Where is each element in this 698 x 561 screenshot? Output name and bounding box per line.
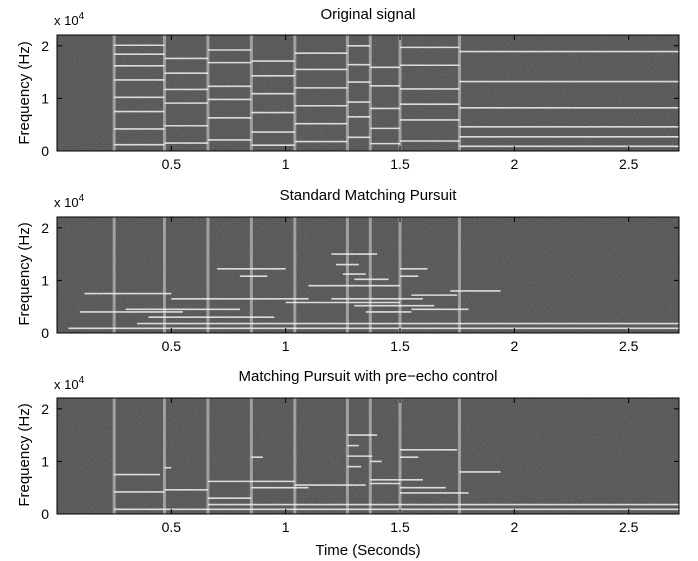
- y-multiplier: x 104: [54, 375, 85, 392]
- onset-column: [112, 217, 116, 333]
- panel-mp-pre-echo-control: Matching Pursuit with pre−echo control x…: [16, 368, 680, 559]
- y-multiplier: x 104: [54, 11, 85, 28]
- spectrogram-plot-standard-mp: 0.5 1 1.5 2 2.5 0 1 2: [41, 216, 680, 354]
- onset-column: [398, 217, 402, 333]
- x-tick-label: 1: [282, 519, 290, 535]
- onset-column: [249, 217, 253, 333]
- noise-texture: [57, 35, 679, 151]
- x-tick-label: 0.5: [162, 519, 182, 535]
- y-tick-label: 1: [41, 90, 49, 106]
- axes-frame: [56, 397, 680, 515]
- noise-texture: [57, 217, 679, 333]
- onset-column: [345, 217, 349, 333]
- y-axis-label: Frequency (Hz): [16, 41, 33, 144]
- onset-column: [162, 35, 166, 151]
- y-tick-label: 0: [41, 506, 49, 522]
- x-tick-label: 1.5: [390, 156, 410, 172]
- y-tick-label: 2: [41, 220, 49, 236]
- y-tick-label: 2: [41, 38, 49, 54]
- panel-title: Standard Matching Pursuit: [280, 187, 458, 204]
- onset-column: [206, 217, 210, 333]
- panel-title: Original signal: [320, 6, 415, 23]
- onset-column: [368, 35, 372, 151]
- x-tick-label: 2.5: [619, 519, 639, 535]
- onset-column: [457, 217, 461, 333]
- onset-column: [398, 398, 402, 514]
- spectrogram-plot-original: 0.5 1 1.5 2 2.5 0 1 2: [41, 34, 680, 172]
- y-tick-label: 2: [41, 401, 49, 417]
- onset-column: [162, 398, 166, 514]
- spectrogram-plot-pre-echo-mp: 0.5 1 1.5 2 2.5 0 1 2: [41, 397, 680, 535]
- panel-original-signal: Original signal x 104 Frequency (Hz) 0.5…: [16, 6, 680, 172]
- y-axis-label: Frequency (Hz): [16, 403, 33, 506]
- y-tick-label: 0: [41, 143, 49, 159]
- x-tick-label: 1.5: [390, 519, 410, 535]
- x-axis-label: Time (Seconds): [315, 542, 420, 559]
- x-tick-label: 1: [282, 338, 290, 354]
- onset-column: [398, 35, 402, 151]
- onset-column: [206, 398, 210, 514]
- onset-column: [457, 35, 461, 151]
- onset-column: [249, 398, 253, 514]
- onset-column: [457, 398, 461, 514]
- onset-column: [293, 398, 297, 514]
- y-tick-label: 1: [41, 272, 49, 288]
- onset-column: [112, 35, 116, 151]
- panel-title: Matching Pursuit with pre−echo control: [239, 368, 498, 385]
- axes-frame: [56, 34, 680, 152]
- onset-column: [206, 35, 210, 151]
- x-tick-label: 0.5: [162, 156, 182, 172]
- onset-column: [293, 217, 297, 333]
- x-tick-label: 2: [510, 519, 518, 535]
- y-tick-label: 0: [41, 325, 49, 341]
- onset-column: [345, 35, 349, 151]
- x-tick-label: 0.5: [162, 338, 182, 354]
- onset-column: [112, 398, 116, 514]
- y-multiplier: x 104: [54, 193, 85, 210]
- x-tick-label: 2: [510, 156, 518, 172]
- panel-standard-matching-pursuit: Standard Matching Pursuit x 104 Frequenc…: [16, 187, 680, 354]
- x-tick-label: 1.5: [390, 338, 410, 354]
- x-tick-label: 1: [282, 156, 290, 172]
- x-tick-label: 2.5: [619, 156, 639, 172]
- x-tick-label: 2: [510, 338, 518, 354]
- onset-column: [162, 217, 166, 333]
- y-axis-label: Frequency (Hz): [16, 222, 33, 325]
- onset-column: [368, 217, 372, 333]
- x-tick-label: 2.5: [619, 338, 639, 354]
- axes-frame: [56, 216, 680, 334]
- y-tick-label: 1: [41, 453, 49, 469]
